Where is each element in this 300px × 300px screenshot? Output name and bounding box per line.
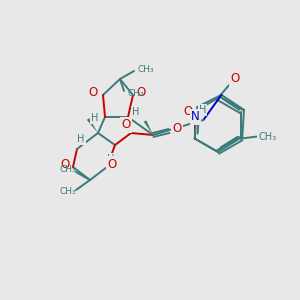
Text: O: O bbox=[183, 105, 192, 118]
Text: N: N bbox=[191, 110, 200, 123]
Text: O: O bbox=[230, 73, 240, 85]
Polygon shape bbox=[144, 120, 153, 135]
Text: O: O bbox=[122, 118, 130, 131]
Text: CH₃: CH₃ bbox=[60, 166, 76, 175]
Text: H: H bbox=[91, 113, 99, 123]
Text: CH₃: CH₃ bbox=[138, 64, 154, 74]
Text: CH₃: CH₃ bbox=[258, 131, 276, 142]
Text: H: H bbox=[132, 107, 140, 117]
Text: CH₃: CH₃ bbox=[60, 188, 76, 196]
Polygon shape bbox=[87, 118, 98, 133]
Text: O: O bbox=[88, 86, 98, 100]
Text: H: H bbox=[77, 134, 85, 144]
Text: O: O bbox=[107, 158, 117, 170]
Text: O: O bbox=[136, 86, 146, 100]
Text: O: O bbox=[60, 158, 70, 170]
Text: CH₃: CH₃ bbox=[128, 88, 144, 98]
Text: H: H bbox=[199, 105, 206, 115]
Text: O: O bbox=[172, 122, 182, 136]
Text: H: H bbox=[107, 154, 115, 164]
